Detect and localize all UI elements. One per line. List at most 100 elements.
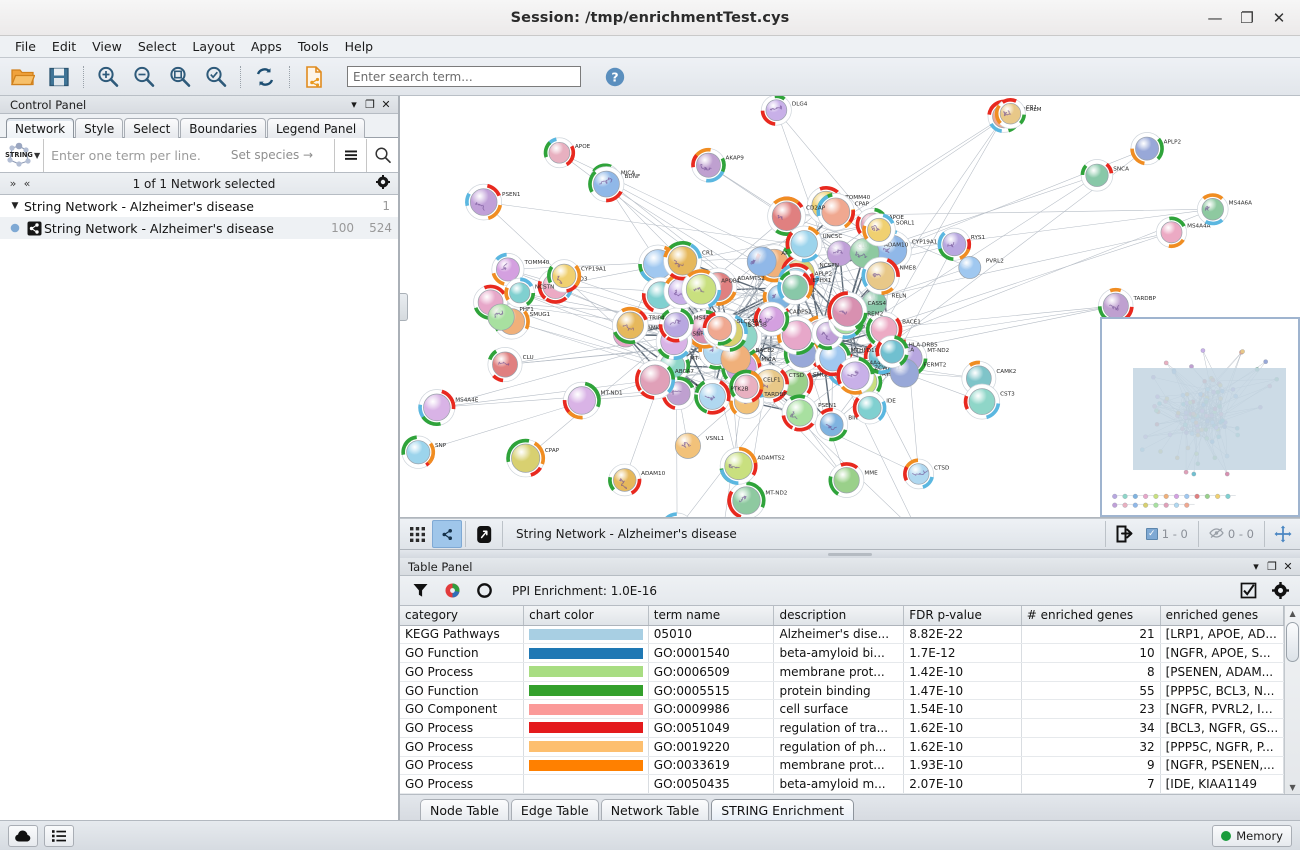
network-node[interactable]: ADAM10 [608,463,666,497]
node-sphere[interactable] [857,395,882,420]
network-view[interactable]: MT-ND2MT-ND1VSNL1CAMK2RYS1CST3MICANCHEAD… [400,96,1300,518]
string-term-input[interactable]: Enter one term per line. Set species → [43,138,334,172]
tree-row-root[interactable]: ▼ String Network - Alzheimer's disease 1 [0,195,398,217]
node-sphere[interactable] [781,320,812,351]
birds-eye-viewport[interactable] [1133,368,1287,470]
node-sphere[interactable] [833,467,860,494]
panel-resize-handle[interactable] [400,292,408,321]
col-enriched-count[interactable]: # enriched genes [1021,606,1161,626]
tab-select[interactable]: Select [124,118,180,138]
search-icon[interactable] [366,138,398,172]
search-input[interactable]: Enter search term... [347,66,581,87]
memory-status[interactable]: Memory [1212,824,1292,847]
control-panel-dropdown-icon[interactable]: ▾ [351,98,357,111]
table-row[interactable]: GO Function GO:0001540 beta-amyloid bi... 1… [400,643,1285,663]
network-node[interactable]: CD2AP [767,196,826,236]
node-sphere[interactable] [765,99,788,121]
filter-icon[interactable] [408,579,432,603]
network-node[interactable]: PVRL2 [958,256,1005,279]
network-node[interactable]: CR1 [994,98,1038,129]
open-folder-icon[interactable] [6,61,40,93]
col-fdr-pvalue[interactable]: FDR p-value [903,606,1022,626]
birds-eye-view[interactable] [1100,317,1300,517]
network-node[interactable]: MS4A4E [418,389,479,427]
tab-node-table[interactable]: Node Table [420,799,509,820]
network-node[interactable]: AKAP9 [691,147,744,183]
node-sphere[interactable] [707,316,733,341]
network-node[interactable]: PSEN1 [781,394,837,432]
table-row[interactable]: GO Process GO:0051049 regulation of tra...… [400,718,1285,738]
node-sphere[interactable] [832,296,863,327]
col-chart-color[interactable]: chart color [523,606,649,626]
network-node[interactable]: BDNF [588,166,640,203]
node-sphere[interactable] [509,282,531,304]
scroll-down-icon[interactable]: ▼ [1289,782,1296,792]
network-node[interactable]: APLP2 [1130,132,1182,166]
string-species-link[interactable]: Set species → [230,148,314,162]
table-scrollbar[interactable]: ▲ ▼ [1284,606,1300,794]
tree-row-network[interactable]: String Network - Alzheimer's disease 100… [0,217,398,239]
network-node[interactable]: MME [828,462,878,498]
tab-legend-panel[interactable]: Legend Panel [266,118,366,138]
zoom-selected-icon[interactable] [199,61,233,93]
node-sphere[interactable] [732,486,761,515]
node-sphere[interactable] [616,311,644,340]
node-sphere[interactable] [406,440,431,465]
col-enriched-genes[interactable]: enriched genes [1160,606,1285,626]
network-node[interactable]: ZCWPW1 [836,356,901,395]
network-node[interactable]: RELN [661,512,709,518]
table-panel-dropdown-icon[interactable]: ▾ [1253,560,1259,573]
tab-network-table[interactable]: Network Table [600,799,710,820]
zoom-out-icon[interactable] [127,61,161,93]
table-panel-close-icon[interactable]: ✕ [1283,560,1293,573]
network-nodes[interactable]: MT-ND2MT-ND1VSNL1CAMK2RYS1CST3MICANCHEAD… [401,96,1252,518]
node-sphere[interactable] [821,197,851,227]
node-sphere[interactable] [771,201,802,231]
node-sphere[interactable] [1135,136,1159,161]
grid-layout-icon[interactable] [402,520,432,548]
network-node[interactable]: BIN1 [815,407,863,442]
string-dropdown-icon[interactable]: ▼ [34,150,41,160]
network-node[interactable]: MS4A6A [658,307,717,343]
network-node[interactable]: APP [746,246,793,277]
network-node[interactable]: MT-ND1 [562,381,623,420]
node-sphere[interactable] [551,263,577,289]
node-sphere[interactable] [639,364,671,395]
network-node[interactable]: MS4A4A [1156,216,1211,249]
network-node[interactable]: VSNL1 [674,432,725,459]
node-sphere[interactable] [496,257,520,282]
tree-twisty-icon[interactable]: ▼ [11,201,19,211]
panel-splitter[interactable] [400,550,1300,558]
network-node[interactable]: TRIP4 [611,306,665,345]
table-row[interactable]: GO Process GO:0006509 membrane prot... 1.42… [400,662,1285,682]
network-node[interactable]: SNP [401,435,447,469]
table-row[interactable]: KEGG Pathways 05010 Alzheimer's dise... 8.8… [400,625,1285,645]
menu-select[interactable]: Select [137,39,177,54]
table-row[interactable]: GO Process GO:0033619 membrane prot... 1.93… [400,756,1285,776]
network-node[interactable]: MT-ND2 [727,481,788,518]
minimize-button[interactable]: — [1207,8,1223,27]
node-sphere[interactable] [423,393,451,422]
node-sphere[interactable] [696,152,721,178]
network-node[interactable]: CPAP [816,193,870,231]
checkbox-icon[interactable] [1236,579,1260,603]
scrollbar-thumb[interactable] [1286,622,1300,662]
node-sphere[interactable] [593,170,620,198]
network-node[interactable]: CTSD [903,458,950,490]
network-node[interactable]: SORL1 [862,213,915,247]
network-node[interactable]: UNC5C [785,225,842,263]
network-node[interactable]: CLU [487,347,534,383]
network-node[interactable]: CELF1 [729,369,781,404]
tab-boundaries[interactable]: Boundaries [180,118,266,138]
network-node[interactable]: CST3 [963,383,1015,420]
table-row[interactable]: GO Process GO:0019220 regulation of ph... 1… [400,737,1285,757]
node-sphere[interactable] [487,303,515,331]
zoom-in-icon[interactable] [91,61,125,93]
tab-string-enrichment[interactable]: STRING Enrichment [711,799,855,820]
node-sphere[interactable] [511,443,541,473]
task-list-icon[interactable] [44,824,74,847]
pie-chart-icon[interactable] [440,579,464,603]
network-node[interactable]: CADPS2 [754,301,812,337]
node-sphere[interactable] [699,383,726,410]
help-icon[interactable]: ? [598,61,632,93]
